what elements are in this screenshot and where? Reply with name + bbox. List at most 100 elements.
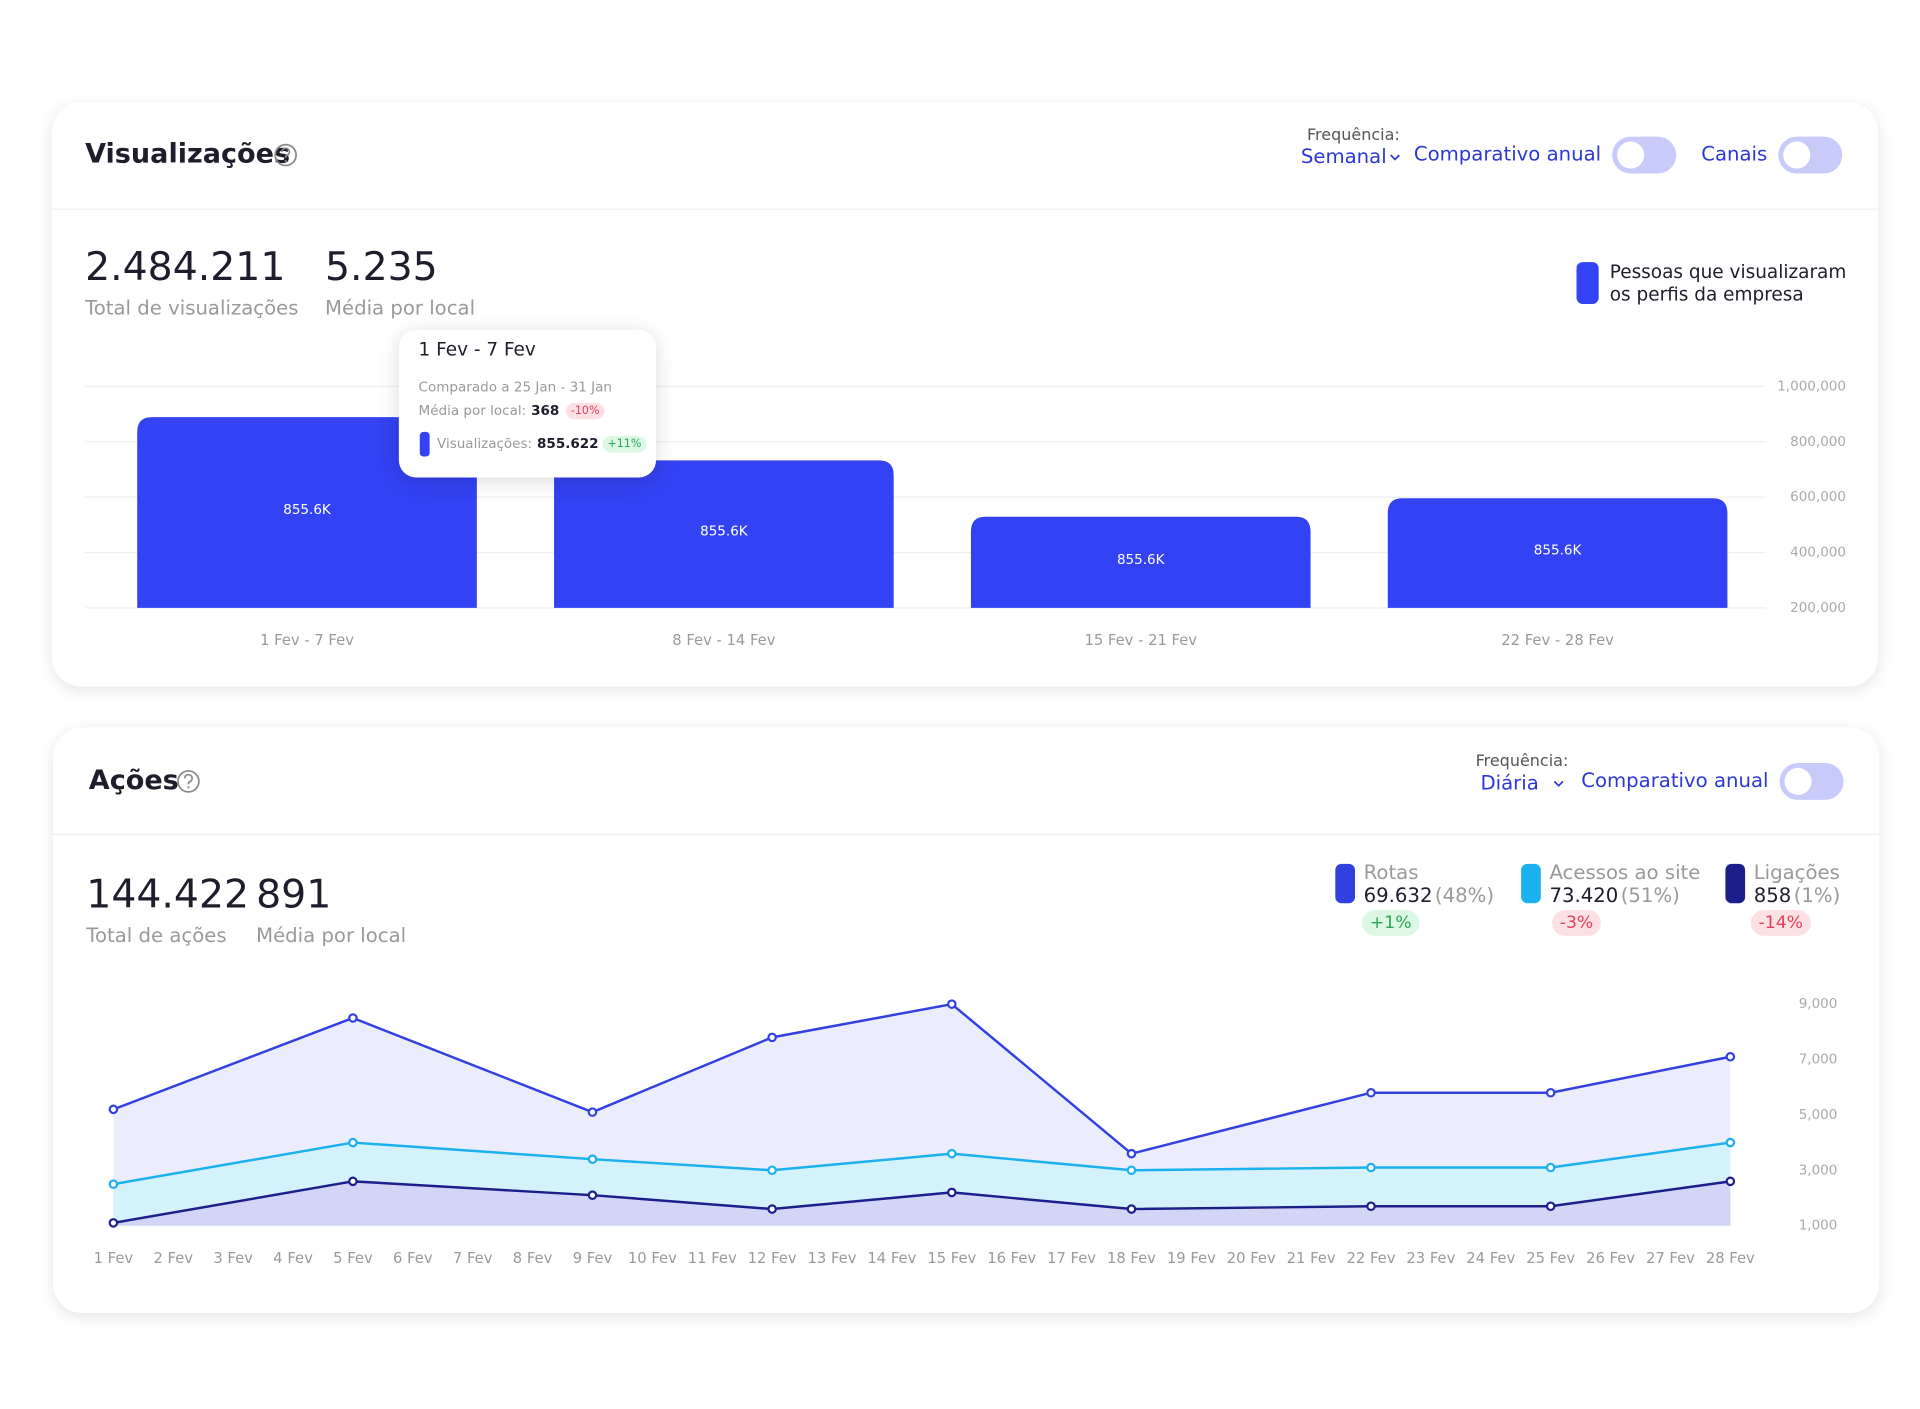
stat-value: 891 [256,872,331,918]
y-tick-label: 600,000 [1790,489,1846,505]
x-tick-label: 7 Fev [453,1250,493,1267]
x-tick-label: 19 Fev [1167,1250,1216,1267]
stat-label: Média por local [325,296,475,319]
y-tick-label: 400,000 [1790,545,1846,561]
bar [554,460,894,608]
x-tick-label: 5 Fev [333,1250,373,1267]
point [1366,1087,1376,1098]
stat-value: 144.422 [86,872,249,918]
stat-label: Total de visualizações [84,296,298,319]
legend-share: (48%) [1435,883,1494,906]
x-tick-label: 24 Fev [1466,1250,1515,1267]
x-tick-label: 6 Fev [393,1250,433,1267]
legend-change: -3% [1551,910,1602,936]
point [946,1148,957,1159]
legend-total-value: 858 [1754,883,1792,906]
legend-label: Pessoas que visualizaram os perfis da em… [1609,260,1847,306]
tooltip-average: Média por local: 368 [419,403,560,419]
x-tick-label: 10 Fev [628,1250,677,1267]
y-tick-label: 1,000,000 [1777,378,1846,394]
legend-change-bg [1551,910,1602,936]
legend-change-bg [1362,910,1420,936]
legend-change-text: -3% [1560,913,1594,933]
stat-label: Total de ações [85,924,226,947]
y-tick-label: 800,000 [1790,434,1846,450]
x-tick-label: 21 Fev [1287,1250,1336,1267]
frequency[interactable]: Semanal [1301,145,1387,168]
legend-total: 858 (1%) [1754,883,1841,906]
stat-value: 5.235 [325,244,438,290]
point [1725,1176,1736,1187]
legend-name: Rotas [1364,861,1419,884]
toggle-knob [1783,141,1811,169]
x-tick-label: 23 Fev [1406,1250,1455,1267]
tooltip-average-value: 368 [531,403,559,419]
point [1725,1137,1736,1148]
legend-share: (1%) [1794,883,1841,906]
x-tick-label: 9 Fev [573,1250,613,1267]
legend-share: (51%) [1621,883,1680,906]
legend-swatch [1576,262,1599,304]
tooltip-views-change-bg [602,435,647,453]
tooltip-views-change-text: +11% [607,437,641,450]
point [1126,1204,1137,1214]
legend-total-value: 73.420 [1549,883,1618,906]
tooltip-swatch [419,431,430,457]
chevron [1553,780,1564,787]
help-icon [274,143,297,167]
tooltip-views-value: 855.622 [537,436,599,452]
bar-label: 855.6K [283,502,332,518]
x-tick-label: 8 Fev - 14 Fev [672,632,775,649]
bar-label: 855.6K [700,524,749,540]
area [113,1181,1731,1226]
point [946,1187,957,1198]
point [1366,1201,1376,1212]
point [1725,1051,1736,1062]
x-tick-label: 14 Fev [867,1250,916,1267]
bar-label: 855.6K [1534,543,1583,559]
help-icon-mark [183,773,193,785]
point [1545,1201,1556,1212]
x-tick-label: 2 Fev [153,1250,193,1267]
tooltip-average-change-text: -10% [571,404,600,417]
point [587,1154,598,1164]
x-tick-label: 16 Fev [987,1250,1036,1267]
y-tick-label: 200,000 [1790,600,1846,616]
y-tick-label: 7,000 [1799,1052,1838,1068]
bar [1387,498,1728,608]
x-tick-label: 1 Fev [94,1250,134,1267]
help-icon-dot [187,786,190,789]
bar [970,516,1311,608]
point [1126,1165,1137,1176]
help-icon-dot [284,159,287,163]
point [767,1204,777,1214]
point [348,1176,358,1187]
legend-total: 69.632 (48%) [1364,883,1494,906]
x-tick-label: 8 Fev [513,1250,553,1267]
bar-label: 855.6K [1117,552,1166,568]
x-tick-label: 22 Fev [1347,1250,1396,1267]
legend-swatch [1521,863,1541,904]
help-icon [177,770,200,793]
x-tick-label: 15 Fev - 21 Fev [1084,632,1197,649]
stat-value: 2.484.211 [85,244,285,290]
x-tick-label: 3 Fev [213,1250,253,1267]
legend-change: +1% [1362,910,1420,936]
tooltip-views-label: Visualizações: [437,436,532,452]
toggle-label: Canais [1701,143,1767,166]
y-tick-label: 1,000 [1799,1218,1838,1234]
card-title: Ações [89,765,179,796]
legend-swatch [1725,863,1746,904]
legend-change-text: -14% [1759,913,1804,933]
legend-box: Pessoas que visualizaram os perfis da em… [1609,260,1847,306]
legend-change: -14% [1750,910,1811,936]
x-tick-label: 17 Fev [1047,1250,1096,1267]
point [587,1190,598,1200]
card-title: Visualizações [85,139,290,170]
tooltip [398,329,657,478]
frequency[interactable]: Diária [1481,771,1539,794]
tooltip-comparison: Comparado a 25 Jan - 31 Jan [419,380,612,396]
legend-change-bg [1750,910,1811,936]
stat-label: Média por local [256,924,406,947]
x-tick-label: 11 Fev [688,1250,737,1267]
